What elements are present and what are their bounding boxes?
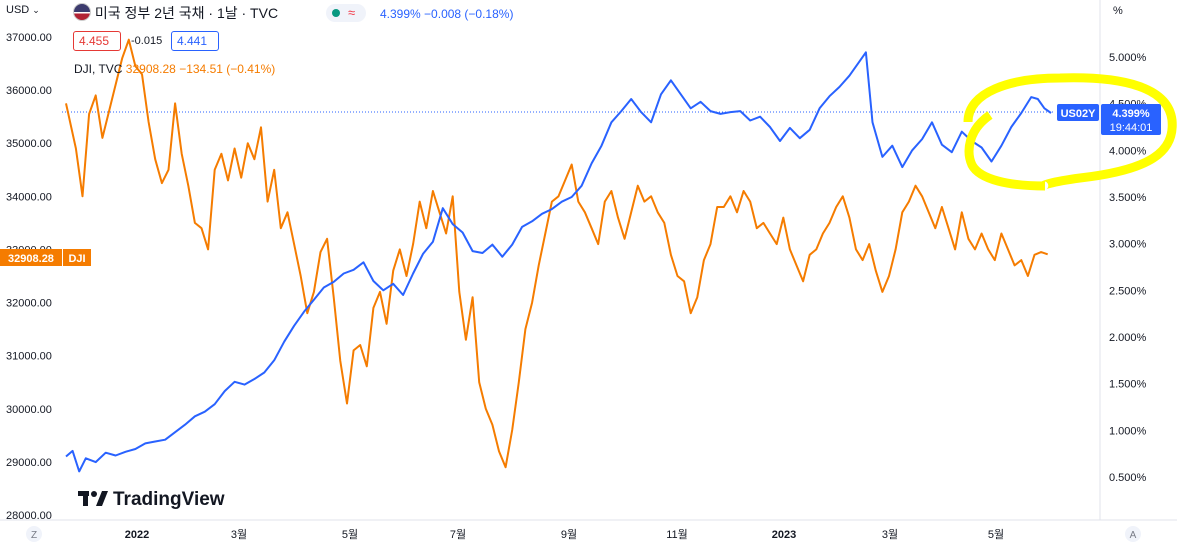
symbol-title: 미국 정부 2년 국채 · 1날 · TVC	[94, 5, 279, 21]
time-axis-tick: 3월	[882, 528, 898, 541]
sell-price: 4.455	[79, 34, 110, 48]
us02y-symbol-badge	[1057, 104, 1099, 121]
right-axis-tick: 0.500%	[1109, 472, 1147, 484]
time-axis-tick: 5월	[988, 528, 1004, 541]
right-axis-tick: 1.000%	[1109, 425, 1147, 437]
left-axis-tick: 31000.00	[6, 351, 52, 363]
left-axis-tick: 36000.00	[6, 85, 52, 97]
time-axis-tick: 11월	[666, 528, 688, 541]
dji-legend[interactable]: DJI, TVC 32908.28 −134.51 (−0.41%)	[74, 62, 275, 76]
symbol-legend[interactable]: 미국 정부 2년 국채 · 1날 · TVC	[73, 3, 278, 23]
watermark-text: TradingView	[113, 489, 225, 510]
time-axis-tick: 9월	[561, 528, 577, 541]
left-axis-tick: 34000.00	[6, 191, 52, 203]
market-status[interactable]: ≈	[326, 4, 366, 22]
right-axis-tick: 1.500%	[1109, 379, 1147, 391]
sell-button[interactable]: 4.455	[73, 31, 121, 51]
chevron-down-icon: ⌄	[32, 5, 40, 15]
us-flag-icon	[73, 3, 91, 21]
right-axis: 5.000%4.500%4.000%3.500%3.000%2.500%2.00…	[1109, 52, 1147, 484]
right-axis-tick: 5.000%	[1109, 52, 1147, 64]
auto-scale-left-button[interactable]	[26, 526, 42, 542]
right-axis-tick: 4.000%	[1109, 145, 1147, 157]
currency-selector[interactable]: USD ⌄	[6, 4, 40, 16]
left-axis-tick: 30000.00	[6, 404, 52, 416]
time-axis-tick: 2022	[125, 529, 149, 541]
left-axis-tick: 28000.00	[6, 510, 52, 522]
currency-label: USD	[6, 4, 30, 16]
time-axis-tick: 5월	[342, 528, 358, 541]
us02y-quote: 4.399% −0.008 (−0.18%)	[380, 7, 513, 21]
left-axis-tick: 35000.00	[6, 138, 52, 150]
wave-icon: ≈	[348, 5, 356, 20]
market-open-icon	[332, 9, 340, 17]
right-axis-unit: %	[1113, 5, 1123, 17]
us02y-symbol-label: US02Y	[1061, 108, 1097, 120]
us02y-last: 4.399%	[380, 7, 421, 21]
highlight-annotation	[963, 73, 1177, 191]
dji-symbol-badge	[63, 249, 91, 266]
auto-scale-right-label: A	[1130, 530, 1137, 541]
left-axis-tick: 29000.00	[6, 457, 52, 469]
left-axis: 37000.0036000.0035000.0034000.0033000.00…	[6, 32, 52, 522]
dji-badge-price: 32908.28	[8, 253, 54, 265]
left-axis-tick: 32000.00	[6, 298, 52, 310]
us02y-value-badge	[1101, 104, 1161, 135]
time-axis-tick: 3월	[231, 528, 247, 541]
dji-value: 32908.28	[125, 62, 176, 76]
auto-scale-left-label: Z	[31, 530, 37, 541]
tradingview-logo-icon	[78, 491, 108, 506]
auto-scale-right-button[interactable]	[1125, 526, 1141, 542]
right-axis-tick: 3.000%	[1109, 239, 1147, 251]
buy-price: 4.441	[177, 34, 208, 48]
right-axis-tick: 3.500%	[1109, 192, 1147, 204]
right-axis-tick: 2.000%	[1109, 332, 1147, 344]
dji-series-line	[65, 38, 1049, 469]
right-axis-tick: 2.500%	[1109, 285, 1147, 297]
time-axis-tick: 7월	[450, 528, 466, 541]
time-axis-tick: 2023	[772, 529, 796, 541]
dji-name: DJI, TVC	[74, 62, 123, 76]
us02y-series-line	[65, 51, 1052, 473]
dji-change: −134.51 (−0.41%)	[179, 62, 276, 76]
time-axis[interactable]: 2022 3월 5월 7월 9월 11월 2023 3월 5월	[125, 528, 1004, 541]
us02y-badge-time: 19:44:01	[1110, 122, 1153, 134]
dji-price-badge	[0, 249, 62, 266]
spread-value: -0.015	[131, 35, 163, 47]
left-axis-tick: 37000.00	[6, 32, 52, 44]
buy-button[interactable]: 4.441	[171, 31, 219, 51]
us02y-badge-value: 4.399%	[1112, 108, 1150, 120]
dji-badge-symbol: DJI	[68, 253, 85, 265]
us02y-change: −0.008 (−0.18%)	[424, 7, 514, 21]
